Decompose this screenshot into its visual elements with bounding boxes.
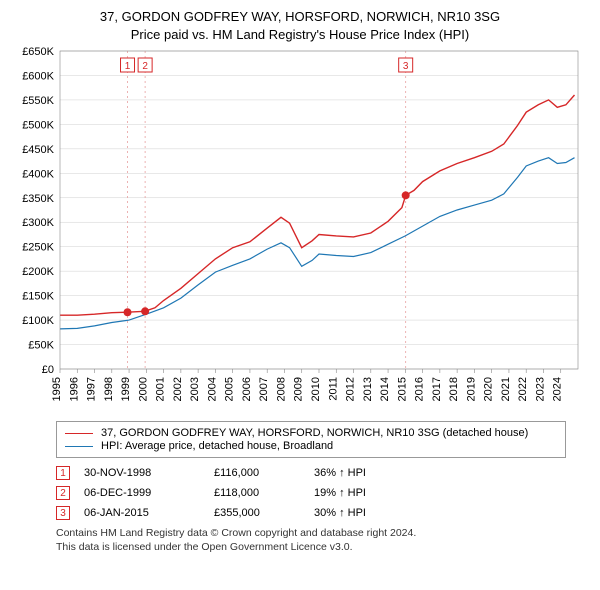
svg-text:2018: 2018 xyxy=(448,377,460,401)
legend-item: HPI: Average price, detached house, Broa… xyxy=(65,440,557,452)
svg-text:2002: 2002 xyxy=(172,377,184,401)
series-line xyxy=(60,158,575,329)
event-dot xyxy=(402,191,410,199)
event-date: 06-DEC-1999 xyxy=(84,487,214,499)
svg-text:2023: 2023 xyxy=(534,377,546,401)
legend-item: 37, GORDON GODFREY WAY, HORSFORD, NORWIC… xyxy=(65,427,557,439)
event-dot xyxy=(124,308,132,316)
svg-text:2021: 2021 xyxy=(500,377,512,401)
svg-text:£50K: £50K xyxy=(28,340,54,352)
svg-text:1998: 1998 xyxy=(103,377,115,401)
attribution-line: Contains HM Land Registry data © Crown c… xyxy=(56,526,586,540)
svg-text:1996: 1996 xyxy=(68,377,80,401)
svg-text:2017: 2017 xyxy=(431,377,443,401)
series-line xyxy=(60,95,575,315)
svg-text:1997: 1997 xyxy=(86,377,98,401)
svg-text:£650K: £650K xyxy=(22,47,54,58)
event-delta: 30% ↑ HPI xyxy=(314,507,366,519)
svg-text:£600K: £600K xyxy=(22,71,54,83)
svg-text:£100K: £100K xyxy=(22,315,54,327)
svg-text:1999: 1999 xyxy=(120,377,132,401)
event-badge: 1 xyxy=(56,466,70,480)
svg-text:£500K: £500K xyxy=(22,119,54,131)
event-date: 06-JAN-2015 xyxy=(84,507,214,519)
chart-title-line1: 37, GORDON GODFREY WAY, HORSFORD, NORWIC… xyxy=(14,8,586,26)
svg-text:2001: 2001 xyxy=(155,377,167,401)
svg-text:2000: 2000 xyxy=(137,377,149,401)
event-row: 3 06-JAN-2015 £355,000 30% ↑ HPI xyxy=(56,506,566,520)
event-price: £118,000 xyxy=(214,487,314,499)
svg-text:2019: 2019 xyxy=(465,377,477,401)
chart-area: £0 £50K £100K £150K £200K £250K £300K £350K £400… xyxy=(14,47,586,415)
svg-text:£350K: £350K xyxy=(22,193,54,205)
svg-text:2010: 2010 xyxy=(310,377,322,401)
svg-text:2014: 2014 xyxy=(379,377,391,401)
event-row: 2 06-DEC-1999 £118,000 19% ↑ HPI xyxy=(56,486,566,500)
svg-text:2009: 2009 xyxy=(293,377,305,401)
legend-swatch xyxy=(65,433,93,434)
event-delta: 36% ↑ HPI xyxy=(314,467,366,479)
svg-text:2008: 2008 xyxy=(275,377,287,401)
svg-text:2012: 2012 xyxy=(345,377,357,401)
event-price: £116,000 xyxy=(214,467,314,479)
svg-text:1995: 1995 xyxy=(51,377,63,401)
svg-text:2: 2 xyxy=(142,61,148,72)
svg-text:2022: 2022 xyxy=(517,377,529,401)
attribution-line: This data is licensed under the Open Gov… xyxy=(56,540,586,554)
svg-text:2024: 2024 xyxy=(552,377,564,401)
svg-text:2004: 2004 xyxy=(206,377,218,401)
event-row: 1 30-NOV-1998 £116,000 36% ↑ HPI xyxy=(56,466,566,480)
svg-text:£450K: £450K xyxy=(22,144,54,156)
event-dot xyxy=(141,307,149,315)
attribution: Contains HM Land Registry data © Crown c… xyxy=(56,526,586,554)
svg-text:2016: 2016 xyxy=(414,377,426,401)
svg-text:£300K: £300K xyxy=(22,217,54,229)
svg-text:£0: £0 xyxy=(42,364,54,376)
svg-text:2005: 2005 xyxy=(224,377,236,401)
svg-text:£550K: £550K xyxy=(22,95,54,107)
event-date: 30-NOV-1998 xyxy=(84,467,214,479)
event-badge: 2 xyxy=(56,486,70,500)
event-delta: 19% ↑ HPI xyxy=(314,487,366,499)
event-list: 1 30-NOV-1998 £116,000 36% ↑ HPI 2 06-DE… xyxy=(56,466,566,520)
svg-text:£150K: £150K xyxy=(22,291,54,303)
svg-text:2013: 2013 xyxy=(362,377,374,401)
event-badge: 3 xyxy=(56,506,70,520)
svg-text:£400K: £400K xyxy=(22,168,54,180)
svg-text:2007: 2007 xyxy=(258,377,270,401)
svg-text:3: 3 xyxy=(403,61,409,72)
svg-text:2011: 2011 xyxy=(327,377,339,401)
legend-swatch xyxy=(65,446,93,447)
svg-text:2020: 2020 xyxy=(483,377,495,401)
svg-text:1: 1 xyxy=(125,61,131,72)
svg-text:£250K: £250K xyxy=(22,242,54,254)
svg-text:2015: 2015 xyxy=(396,377,408,401)
legend-label: HPI: Average price, detached house, Broa… xyxy=(101,440,333,452)
event-price: £355,000 xyxy=(214,507,314,519)
legend: 37, GORDON GODFREY WAY, HORSFORD, NORWIC… xyxy=(56,421,566,458)
legend-label: 37, GORDON GODFREY WAY, HORSFORD, NORWIC… xyxy=(101,427,528,439)
svg-text:2006: 2006 xyxy=(241,377,253,401)
svg-text:£200K: £200K xyxy=(22,266,54,278)
svg-text:2003: 2003 xyxy=(189,377,201,401)
chart-title-line2: Price paid vs. HM Land Registry's House … xyxy=(14,26,586,44)
